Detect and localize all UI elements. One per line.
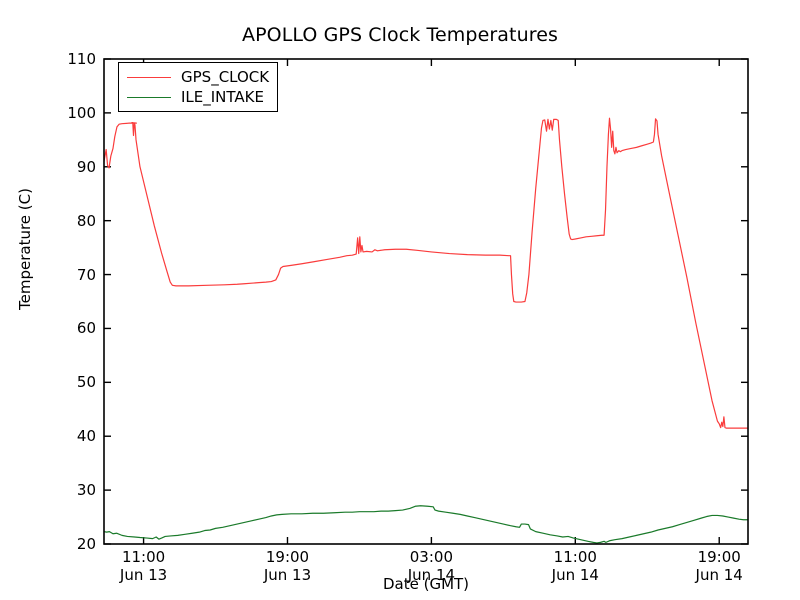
x-tick-time: 11:00 [553, 548, 597, 566]
x-tick-time: 11:00 [121, 548, 166, 566]
x-tick-date: Jun 13 [263, 566, 312, 584]
legend-label-gps-clock: GPS_CLOCK [181, 68, 270, 86]
x-tick-time: 03:00 [409, 548, 453, 566]
y-tick-label: 80 [76, 211, 96, 230]
x-tick-time: 19:00 [265, 548, 310, 566]
y-tick-label: 70 [76, 265, 96, 284]
chart-title: APOLLO GPS Clock Temperatures [242, 24, 558, 46]
x-tick-time: 19:00 [697, 548, 741, 566]
x-tick-date: Jun 13 [119, 566, 168, 584]
legend-entry: ILE_INTAKE [123, 87, 269, 107]
y-tick-label: 60 [76, 319, 96, 338]
x-tick-date: Jun 14 [695, 566, 743, 584]
x-tick-label: 11:00 Jun 14 [515, 548, 635, 584]
series-lines [103, 117, 749, 544]
y-tick-label: 30 [76, 481, 96, 500]
series-line-ile-intake [103, 505, 749, 544]
y-tick-label: 110 [67, 50, 96, 68]
x-tick-label: 19:00 Jun 13 [227, 548, 347, 584]
x-tick-date: Jun 14 [407, 566, 456, 584]
x-tick-date: Jun 14 [551, 566, 599, 584]
plot-background [104, 59, 748, 544]
legend-swatch-ile-intake [127, 96, 171, 98]
x-tick-label: 11:00 Jun 13 [84, 548, 204, 584]
x-tick-label: 03:00 Jun 14 [371, 548, 491, 584]
y-tick-label: 20 [76, 535, 96, 553]
legend-entry: GPS_CLOCK [123, 67, 269, 87]
series-line-gps-clock [103, 117, 749, 429]
x-tick-label: 19:00 Jun 14 [659, 548, 779, 584]
x-axis-label: Date (GMT) [382, 575, 470, 593]
y-tick-label: 50 [76, 373, 96, 392]
y-tick-label: 90 [76, 157, 96, 176]
y-tick-label: 40 [76, 427, 96, 446]
plot-frame [103, 58, 749, 545]
y-tick-label: 100 [67, 103, 96, 122]
legend: GPS_CLOCK ILE_INTAKE [118, 62, 279, 112]
legend-swatch-gps-clock [127, 76, 171, 78]
legend-label-ile-intake: ILE_INTAKE [181, 88, 264, 106]
